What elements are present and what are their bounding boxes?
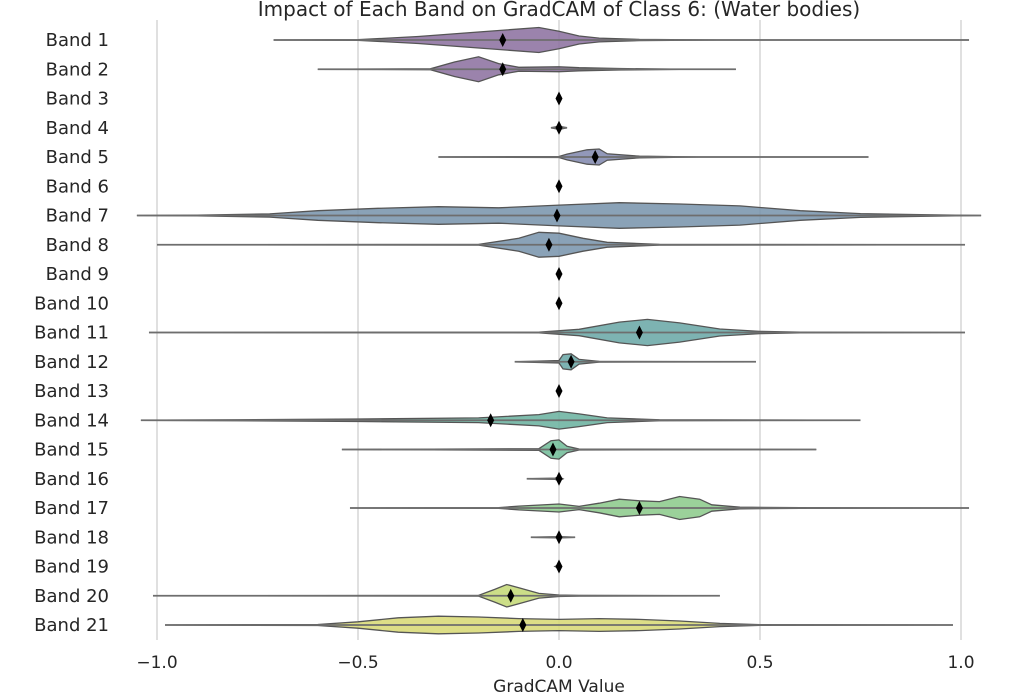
mean-marker bbox=[555, 559, 563, 574]
mean-marker bbox=[519, 618, 527, 632]
x-tick-label: 0.0 bbox=[545, 653, 572, 673]
mean-marker bbox=[553, 208, 561, 223]
mean-marker bbox=[549, 442, 557, 457]
violin-13 bbox=[555, 384, 563, 398]
category-label: Band 1 bbox=[46, 30, 109, 51]
violin-11 bbox=[148, 318, 966, 347]
violin-2 bbox=[317, 56, 736, 83]
mean-marker bbox=[507, 588, 515, 603]
violin-9 bbox=[555, 267, 563, 281]
category-label: Band 17 bbox=[34, 498, 109, 519]
mean-marker bbox=[555, 179, 563, 194]
mean-marker bbox=[555, 471, 563, 486]
violin-15 bbox=[341, 439, 817, 460]
category-label: Band 8 bbox=[46, 235, 109, 256]
category-label: Band 14 bbox=[34, 410, 109, 431]
category-label: Band 9 bbox=[46, 264, 109, 285]
violin-16 bbox=[526, 471, 565, 486]
violin-8 bbox=[156, 231, 966, 258]
mean-marker bbox=[499, 33, 507, 47]
x-axis-label: GradCAM Value bbox=[493, 677, 625, 697]
violin-20 bbox=[152, 583, 720, 608]
category-label: Band 19 bbox=[34, 557, 109, 578]
category-label: Band 16 bbox=[34, 469, 109, 490]
category-label: Band 10 bbox=[34, 293, 109, 314]
category-label: Band 20 bbox=[34, 586, 109, 607]
violin-21 bbox=[164, 615, 954, 635]
x-tick-labels: −1.0 −0.5 0.0 0.5 1.0 bbox=[136, 653, 974, 673]
violin-7 bbox=[136, 202, 982, 229]
x-tick-label: 0.5 bbox=[746, 653, 773, 673]
category-label: Band 18 bbox=[34, 527, 109, 548]
violin-1 bbox=[273, 26, 970, 54]
category-label: Band 12 bbox=[34, 352, 109, 373]
category-label: Band 5 bbox=[46, 147, 109, 168]
x-tick-label: −1.0 bbox=[136, 653, 177, 673]
mean-marker bbox=[635, 325, 643, 340]
mean-marker bbox=[555, 91, 563, 106]
grid-lines bbox=[156, 20, 962, 640]
category-label: Band 4 bbox=[46, 118, 109, 139]
category-labels: Band 1 Band 2 Band 3 Band 4 Band 5 Band 6 Band… bbox=[34, 30, 109, 636]
mean-marker bbox=[487, 413, 495, 428]
x-tick-label: −0.5 bbox=[337, 653, 378, 673]
mean-marker bbox=[555, 384, 563, 398]
violin-12 bbox=[514, 353, 757, 371]
violin-4 bbox=[550, 120, 568, 135]
mean-marker bbox=[555, 530, 563, 545]
mean-marker bbox=[591, 150, 599, 164]
violin-17 bbox=[349, 495, 970, 521]
mean-marker bbox=[555, 120, 563, 135]
category-label: Band 11 bbox=[34, 323, 109, 344]
violin-18 bbox=[530, 530, 576, 545]
category-label: Band 3 bbox=[46, 89, 109, 110]
violin-6 bbox=[555, 179, 563, 194]
category-label: Band 7 bbox=[46, 206, 109, 227]
mean-marker bbox=[499, 62, 507, 77]
category-label: Band 6 bbox=[46, 176, 109, 197]
mean-marker bbox=[555, 267, 563, 281]
violin-3 bbox=[555, 91, 563, 106]
violin-5 bbox=[438, 148, 869, 166]
violins bbox=[136, 26, 982, 635]
category-label: Band 2 bbox=[46, 59, 109, 80]
mean-marker bbox=[635, 501, 643, 515]
violin-14 bbox=[140, 410, 861, 430]
mean-marker bbox=[567, 354, 575, 369]
category-label: Band 13 bbox=[34, 381, 109, 402]
violin-19 bbox=[553, 559, 563, 574]
mean-marker bbox=[555, 296, 563, 311]
category-label: Band 21 bbox=[34, 615, 109, 636]
mean-marker bbox=[545, 237, 553, 252]
violin-10 bbox=[555, 296, 563, 311]
chart-title: Impact of Each Band on GradCAM of Class … bbox=[258, 0, 860, 21]
category-label: Band 15 bbox=[34, 440, 109, 461]
x-tick-label: 1.0 bbox=[947, 653, 974, 673]
